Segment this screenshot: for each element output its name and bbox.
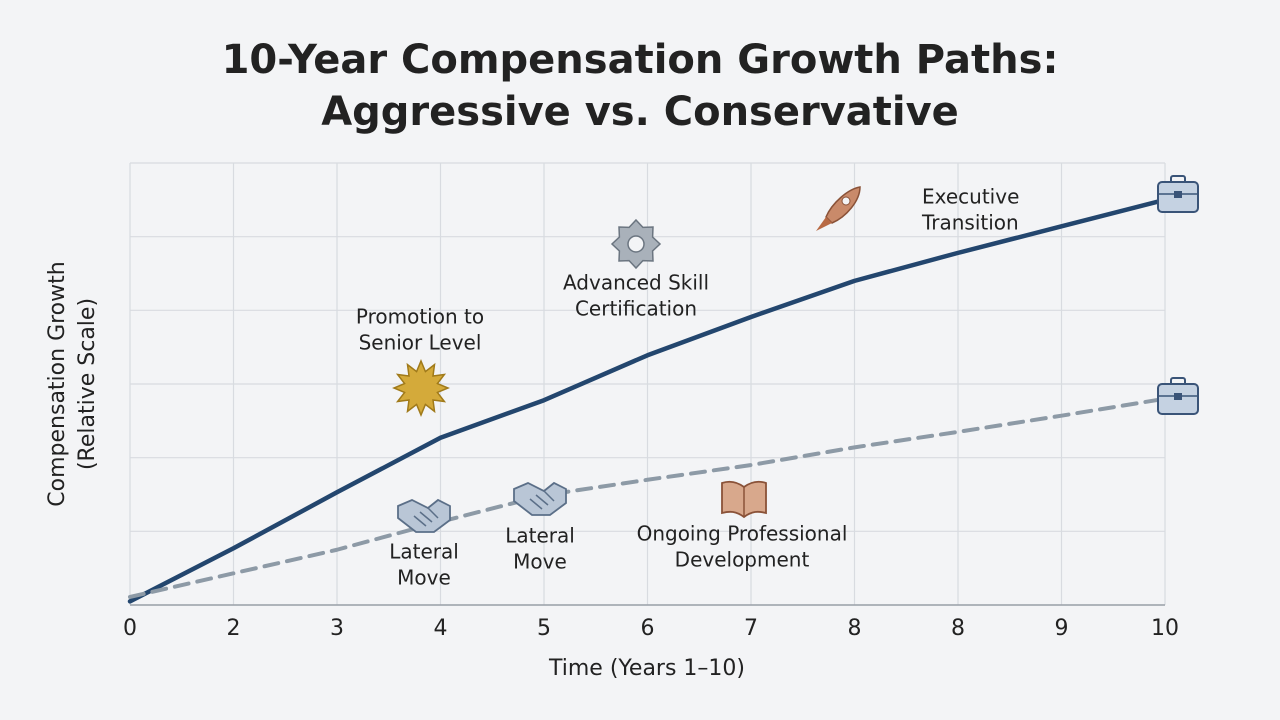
series-line (128, 396, 1167, 599)
annotation-text: Certification (575, 297, 697, 321)
briefcase-icon (1157, 377, 1199, 415)
handshake-icon (513, 481, 567, 516)
x-tick-label: 4 (434, 616, 448, 641)
x-tick-label: 2 (227, 616, 241, 641)
rocket-icon (816, 186, 861, 231)
x-tick-label: 0 (123, 616, 137, 641)
annotation-text: Ongoing Professional (637, 522, 848, 546)
rocket-flame (816, 217, 832, 231)
y-axis-title: Compensation Growth (Relative Scale) (45, 261, 100, 506)
gear-icon (610, 218, 662, 270)
x-tick-label: 8 (848, 616, 862, 641)
x-tick-label: 9 (1055, 616, 1069, 641)
annotation-text: Move (513, 550, 567, 574)
briefcase-clasp (1174, 191, 1182, 198)
handshake-line (529, 490, 555, 510)
handshake-icon (397, 498, 451, 533)
briefcase-clasp (1174, 393, 1182, 400)
handshake-line (413, 507, 439, 527)
x-tick-label: 6 (641, 616, 655, 641)
briefcase-icon (1157, 175, 1199, 213)
rocket-window (841, 196, 851, 206)
annotation-text: Development (675, 548, 810, 572)
book-icon (721, 480, 767, 519)
annotation-text: Move (397, 566, 451, 590)
chart-title: 10-Year Compensation Growth Paths: (222, 37, 1059, 83)
annotation-text: Executive (922, 185, 1019, 209)
x-tick-label: 5 (537, 616, 551, 641)
y-axis-title-line: Compensation Growth (45, 261, 70, 506)
gear-hole (627, 235, 645, 253)
star-shape (392, 359, 450, 417)
y-axis-title-line: (Relative Scale) (75, 298, 100, 470)
annotation-text: Advanced Skill (563, 271, 709, 295)
x-tick-label: 10 (1151, 616, 1179, 641)
annotation-text: Promotion to (356, 305, 484, 329)
annotation-text: Lateral (505, 524, 575, 548)
x-tick-label: 7 (744, 616, 758, 641)
chart-title: Aggressive vs. Conservative (321, 89, 959, 135)
annotation-text: Lateral (389, 540, 459, 564)
series-line (127, 197, 1168, 604)
x-axis-title: Time (Years 1–10) (548, 656, 745, 681)
x-tick-label: 8 (951, 616, 965, 641)
annotation-text: Transition (921, 211, 1019, 235)
star-icon (392, 359, 450, 417)
annotation-text: Senior Level (359, 331, 482, 355)
x-tick-label: 3 (330, 616, 344, 641)
